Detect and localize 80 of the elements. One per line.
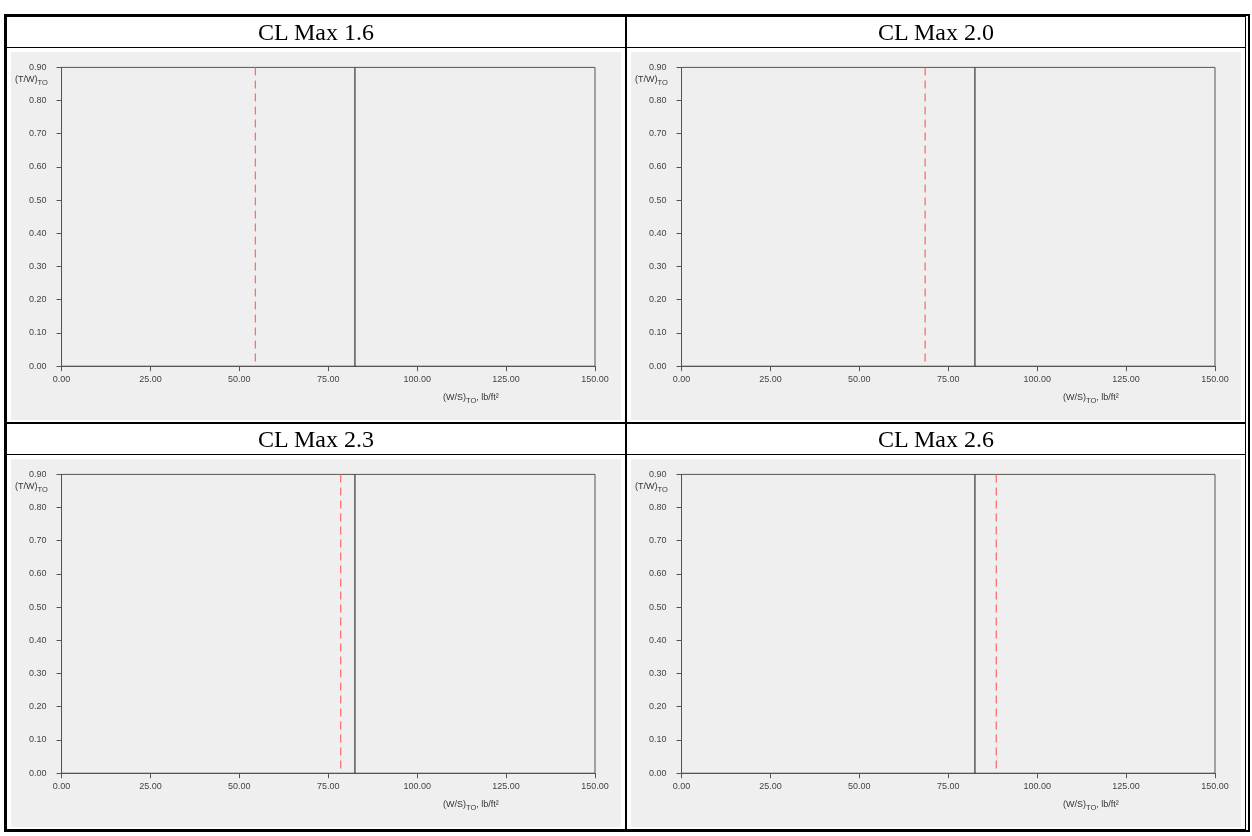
y-tick-label: 0.50: [28, 601, 47, 612]
x-tick-label: 25.00: [139, 781, 162, 792]
x-tick-label: 75.00: [316, 374, 340, 385]
chart-title: CL Max 2.3: [7, 424, 625, 455]
y-tick-label: 0.00: [648, 767, 667, 778]
y-tick-label: 0.10: [28, 734, 47, 745]
x-tick-label: 25.00: [139, 374, 162, 385]
x-tick-label: 100.00: [403, 374, 431, 385]
y-tick-label: 0.90: [28, 468, 47, 479]
x-tick-label: 150.00: [1201, 374, 1229, 385]
x-tick-label: 75.00: [936, 374, 960, 385]
y-tick-label: 0.90: [28, 61, 47, 72]
x-tick-label: 50.00: [228, 781, 251, 792]
x-tick-label: 50.00: [848, 781, 871, 792]
x-tick-label: 125.00: [1112, 781, 1140, 792]
x-axis-title: (W/S)$_{TO}$, lb/ft²: [443, 799, 499, 812]
y-tick-label: 0.00: [648, 360, 667, 371]
x-axis-title: (W/S)$_{TO}$, lb/ft²: [1063, 799, 1119, 812]
y-axis-title: (T/W)$_{TO}$: [15, 74, 48, 87]
y-tick-label: 0.30: [648, 261, 667, 272]
y-tick-label: 0.60: [648, 568, 667, 579]
y-tick-label: 0.90: [648, 61, 667, 72]
y-tick-label: 0.70: [648, 128, 667, 139]
x-tick-label: 100.00: [1023, 374, 1051, 385]
x-tick-label: 150.00: [581, 781, 609, 792]
x-tick-label: 75.00: [936, 781, 960, 792]
chart-title: CL Max 2.0: [627, 17, 1245, 48]
y-tick-label: 0.70: [28, 128, 47, 139]
y-axis-title: (T/W)$_{TO}$: [635, 481, 668, 494]
y-tick-label: 0.10: [648, 734, 667, 745]
chart-title: CL Max 2.6: [627, 424, 1245, 455]
x-tick-label: 75.00: [316, 781, 340, 792]
y-tick-label: 0.80: [28, 95, 47, 106]
x-axis-title: (W/S)$_{TO}$, lb/ft²: [443, 392, 499, 405]
x-tick-label: 100.00: [1023, 781, 1051, 792]
y-tick-label: 0.10: [28, 327, 47, 338]
y-tick-label: 0.40: [648, 634, 667, 645]
y-tick-label: 0.60: [648, 161, 667, 172]
x-tick-label: 25.00: [759, 374, 782, 385]
x-tick-label: 125.00: [492, 374, 520, 385]
y-tick-label: 0.40: [28, 227, 47, 238]
x-tick-label: 0.00: [52, 374, 71, 385]
y-tick-label: 0.40: [28, 634, 47, 645]
x-tick-label: 100.00: [403, 781, 431, 792]
x-tick-label: 25.00: [759, 781, 782, 792]
y-tick-label: 0.80: [28, 502, 47, 513]
y-tick-label: 0.20: [28, 701, 47, 712]
y-tick-label: 0.40: [648, 227, 667, 238]
y-tick-label: 0.70: [28, 535, 47, 546]
x-tick-label: 0.00: [672, 374, 691, 385]
x-axis-title: (W/S)$_{TO}$, lb/ft²: [1063, 392, 1119, 405]
y-tick-label: 0.00: [28, 360, 47, 371]
y-tick-label: 0.20: [28, 294, 47, 305]
y-tick-label: 0.30: [28, 668, 47, 679]
y-axis-title: (T/W)$_{TO}$: [635, 74, 668, 87]
x-tick-label: 125.00: [492, 781, 520, 792]
x-tick-label: 50.00: [848, 374, 871, 385]
y-tick-label: 0.00: [28, 767, 47, 778]
x-tick-label: 0.00: [672, 781, 691, 792]
y-tick-label: 0.10: [648, 327, 667, 338]
x-tick-label: 125.00: [1112, 374, 1140, 385]
y-tick-label: 0.90: [648, 468, 667, 479]
y-tick-label: 0.20: [648, 701, 667, 712]
x-tick-label: 150.00: [1201, 781, 1229, 792]
y-tick-label: 0.50: [648, 194, 667, 205]
x-tick-label: 150.00: [581, 374, 609, 385]
y-tick-label: 0.50: [648, 601, 667, 612]
y-tick-label: 0.60: [28, 161, 47, 172]
y-tick-label: 0.80: [648, 95, 667, 106]
y-tick-label: 0.80: [648, 502, 667, 513]
y-tick-label: 0.20: [648, 294, 667, 305]
y-tick-label: 0.60: [28, 568, 47, 579]
x-tick-label: 50.00: [228, 374, 251, 385]
y-tick-label: 0.50: [28, 194, 47, 205]
y-tick-label: 0.70: [648, 535, 667, 546]
y-tick-label: 0.30: [648, 668, 667, 679]
y-tick-label: 0.30: [28, 261, 47, 272]
x-tick-label: 0.00: [52, 781, 71, 792]
chart-title: CL Max 1.6: [7, 17, 625, 48]
y-axis-title: (T/W)$_{TO}$: [15, 481, 48, 494]
